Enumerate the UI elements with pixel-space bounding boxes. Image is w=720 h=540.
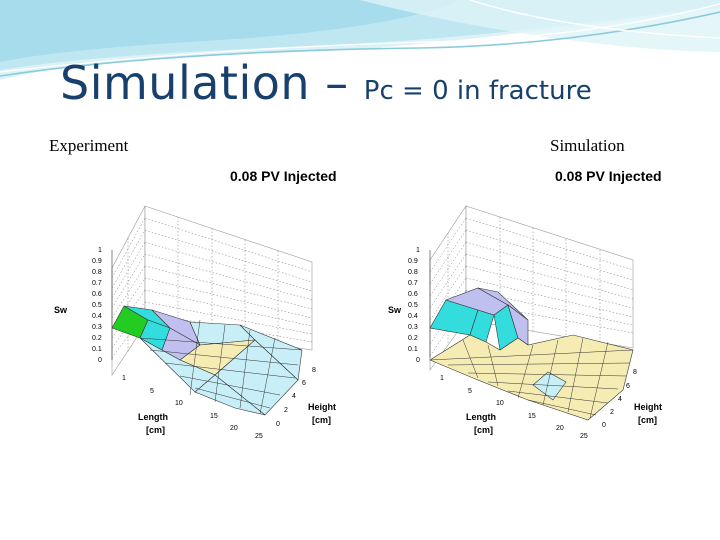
slide-title-sub: Pc = 0 in fracture — [363, 76, 592, 106]
z-tick-label: 0.6 — [408, 291, 418, 298]
length-tick-label: 25 — [255, 433, 263, 440]
z-tick-label: 0.8 — [92, 269, 102, 276]
surface-patch-cream — [429, 334, 634, 421]
z-axis: 1 0.9 0.8 0.7 0.6 0.5 0.4 0.3 0.2 0.1 0 — [408, 247, 431, 364]
simulation-plot: 0.08 PV Injected 1 0.9 0.8 0.7 0.6 0.5 0… — [368, 160, 678, 445]
length-tick-label: 20 — [230, 425, 238, 432]
length-tick-label: 15 — [210, 413, 218, 420]
length-axis-unit: [cm] — [474, 425, 493, 435]
simulation-surface-chart: 0.08 PV Injected 1 0.9 0.8 0.7 0.6 0.5 0… — [388, 168, 662, 440]
simulation-caption: Simulation — [550, 136, 625, 155]
z-tick-label: 1 — [416, 247, 420, 254]
length-tick-label: 5 — [150, 388, 154, 395]
z-tick-label: 0.5 — [92, 302, 102, 309]
z-axis: 1 0.9 0.8 0.7 0.6 0.5 0.4 0.3 0.2 0.1 0 — [92, 247, 113, 364]
height-axis-unit: [cm] — [638, 415, 657, 425]
experiment-plot: 0.08 PV Injected 1 0.9 0.8 0.7 0.6 0.5 0… — [40, 160, 350, 445]
z-tick-label: 0.7 — [408, 280, 418, 287]
length-tick-label: 1 — [122, 375, 126, 382]
back-wall-right — [465, 205, 634, 349]
height-tick-label: 6 — [302, 380, 306, 387]
experiment-surface-chart: 0.08 PV Injected 1 0.9 0.8 0.7 0.6 0.5 0… — [54, 168, 337, 440]
height-tick-label: 2 — [284, 407, 288, 414]
z-tick-label: 0.4 — [92, 313, 102, 320]
length-axis-unit: [cm] — [146, 425, 165, 435]
z-tick-label: 0.2 — [92, 335, 102, 342]
z-tick-label: 0 — [416, 357, 420, 364]
length-tick-label: 5 — [468, 388, 472, 395]
surface-patch-light-cyan — [194, 374, 266, 416]
height-tick-label: 6 — [626, 383, 630, 390]
length-tick-label: 15 — [528, 413, 536, 420]
z-tick-label: 0 — [98, 357, 102, 364]
slide-title-main: Simulation – — [60, 56, 364, 110]
surface-patch-light-cyan — [532, 371, 567, 401]
z-tick-label: 0.1 — [408, 346, 418, 353]
height-tick-label: 8 — [633, 369, 637, 376]
length-axis-label: Length — [466, 412, 496, 422]
height-tick-label: 8 — [312, 367, 316, 374]
z-tick-label: 0.1 — [92, 346, 102, 353]
length-tick-label: 10 — [175, 400, 183, 407]
z-axis-label: Sw — [54, 305, 68, 315]
length-tick-label: 10 — [496, 400, 504, 407]
height-tick-label: 4 — [618, 396, 622, 403]
z-tick-label: 0.3 — [408, 324, 418, 331]
z-tick-label: 0.3 — [92, 324, 102, 331]
z-tick-label: 1 — [98, 247, 102, 254]
length-tick-label: 20 — [556, 425, 564, 432]
height-axis-label: Height — [634, 402, 662, 412]
back-wall-right — [144, 205, 313, 351]
z-tick-label: 0.9 — [408, 258, 418, 265]
wall-grid — [111, 217, 313, 359]
z-tick-label: 0.7 — [92, 280, 102, 287]
length-axis-label: Length — [138, 412, 168, 422]
height-tick-label: 0 — [276, 421, 280, 428]
height-tick-label: 2 — [610, 409, 614, 416]
height-axis-label: Height — [308, 402, 336, 412]
experiment-caption: Experiment — [49, 136, 129, 155]
height-tick-label: 4 — [292, 393, 296, 400]
surface-mesh — [429, 337, 634, 419]
length-tick-label: 25 — [580, 433, 588, 440]
slide-title: Simulation – Pc = 0 in fracture — [60, 56, 592, 110]
z-tick-label: 0.8 — [408, 269, 418, 276]
chart-title: 0.08 PV Injected — [230, 168, 337, 184]
surface-mesh — [139, 319, 303, 415]
height-tick-label: 0 — [602, 422, 606, 429]
back-wall-left — [111, 205, 146, 376]
header-swoosh — [0, 0, 720, 80]
z-tick-label: 0.6 — [92, 291, 102, 298]
height-axis-unit: [cm] — [312, 415, 331, 425]
z-axis-label: Sw — [388, 305, 402, 315]
z-tick-label: 0.4 — [408, 313, 418, 320]
z-tick-label: 0.5 — [408, 302, 418, 309]
length-tick-label: 1 — [440, 375, 444, 382]
z-tick-label: 0.9 — [92, 258, 102, 265]
z-tick-label: 0.2 — [408, 335, 418, 342]
chart-title: 0.08 PV Injected — [555, 168, 662, 184]
